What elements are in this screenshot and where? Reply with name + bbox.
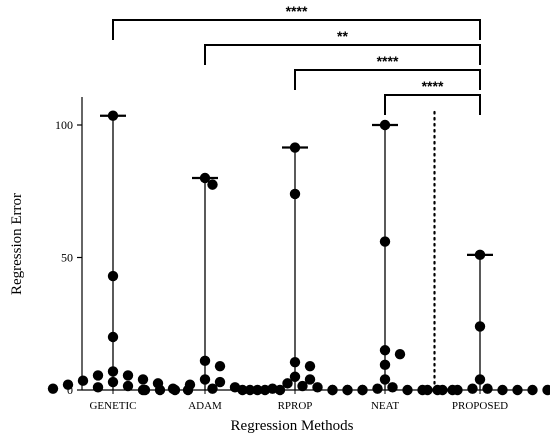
significance-label: **** — [377, 53, 399, 69]
data-point — [122, 380, 134, 392]
data-point — [289, 356, 301, 368]
data-point — [107, 366, 119, 377]
data-point — [107, 376, 119, 388]
data-point — [372, 383, 383, 394]
data-point — [297, 380, 308, 392]
series-proposed — [422, 249, 550, 396]
y-tick-label: 50 — [61, 251, 73, 265]
data-point — [199, 374, 211, 385]
series-adam — [139, 172, 286, 396]
data-point — [467, 383, 478, 394]
x-tick-label: RPROP — [278, 400, 313, 412]
significance-label: **** — [286, 3, 308, 19]
x-tick-label: ADAM — [188, 400, 222, 412]
bracket-neat: **** — [384, 78, 481, 115]
data-point — [379, 359, 391, 371]
data-point — [402, 384, 413, 396]
data-point — [207, 179, 218, 190]
data-point — [474, 249, 486, 261]
bracket-rprop: **** — [294, 53, 481, 90]
bracket-line — [112, 19, 481, 40]
data-point — [62, 379, 74, 390]
data-point — [199, 355, 211, 367]
axes — [81, 97, 534, 391]
data-point — [207, 383, 218, 394]
data-point — [214, 360, 226, 372]
data-point — [387, 382, 398, 393]
x-tick-label: PROPOSED — [452, 400, 508, 412]
data-point — [312, 382, 323, 393]
data-point — [357, 384, 368, 396]
y-axis-title: Regression Error — [9, 193, 25, 295]
data-point — [107, 270, 119, 282]
data-point — [267, 383, 278, 394]
data-point — [327, 384, 338, 396]
data-point — [77, 375, 89, 386]
data-point — [512, 384, 523, 396]
data-point — [452, 384, 463, 396]
x-tick-label: NEAT — [371, 400, 399, 412]
x-tick-labels: GENETIC ADAM RPROP NEAT PROPOSED — [89, 390, 508, 412]
data-point — [482, 383, 493, 394]
data-point — [92, 382, 104, 393]
significance-brackets: ************** — [112, 3, 481, 115]
bracket-line — [204, 44, 481, 65]
bracket-line — [294, 69, 481, 90]
data-point — [139, 384, 151, 396]
data-point — [244, 384, 256, 396]
bracket-genetic: **** — [112, 3, 481, 40]
bracket-line — [384, 94, 481, 115]
data-point — [379, 374, 391, 385]
series — [47, 110, 550, 396]
data-point — [422, 384, 433, 396]
data-point — [437, 384, 448, 396]
x-axis-title: Regression Methods — [231, 418, 354, 434]
bracket-adam: ** — [204, 28, 481, 65]
series-rprop — [237, 142, 368, 396]
data-point — [304, 374, 316, 385]
data-point — [199, 172, 211, 184]
data-point — [474, 321, 486, 332]
data-point — [379, 119, 391, 131]
y-ticks: 0 50 100 — [55, 118, 82, 397]
y-tick-label: 0 — [67, 383, 73, 397]
data-point — [342, 384, 353, 396]
data-point — [394, 349, 406, 360]
y-tick-label: 100 — [55, 118, 73, 132]
data-point — [252, 384, 263, 396]
data-point — [237, 384, 248, 396]
series-neat — [327, 119, 458, 396]
data-point — [527, 384, 538, 396]
x-tick-label: GENETIC — [89, 400, 136, 412]
data-point — [542, 384, 550, 396]
data-point — [169, 384, 181, 396]
data-point — [474, 374, 486, 385]
data-point — [47, 383, 59, 394]
data-point — [92, 370, 104, 381]
data-point — [497, 384, 508, 396]
data-point — [289, 371, 301, 382]
data-point — [214, 376, 226, 388]
data-point — [379, 236, 391, 247]
data-point — [289, 142, 301, 153]
data-point — [122, 370, 134, 381]
significance-label: **** — [422, 78, 444, 94]
data-point — [184, 379, 196, 390]
data-point — [107, 110, 119, 121]
significance-label: ** — [337, 28, 348, 44]
data-point — [154, 384, 166, 396]
data-point — [107, 331, 119, 343]
data-point — [137, 374, 149, 385]
data-point — [379, 345, 391, 356]
data-point — [289, 188, 301, 200]
data-point — [282, 378, 293, 389]
data-point — [304, 360, 316, 372]
